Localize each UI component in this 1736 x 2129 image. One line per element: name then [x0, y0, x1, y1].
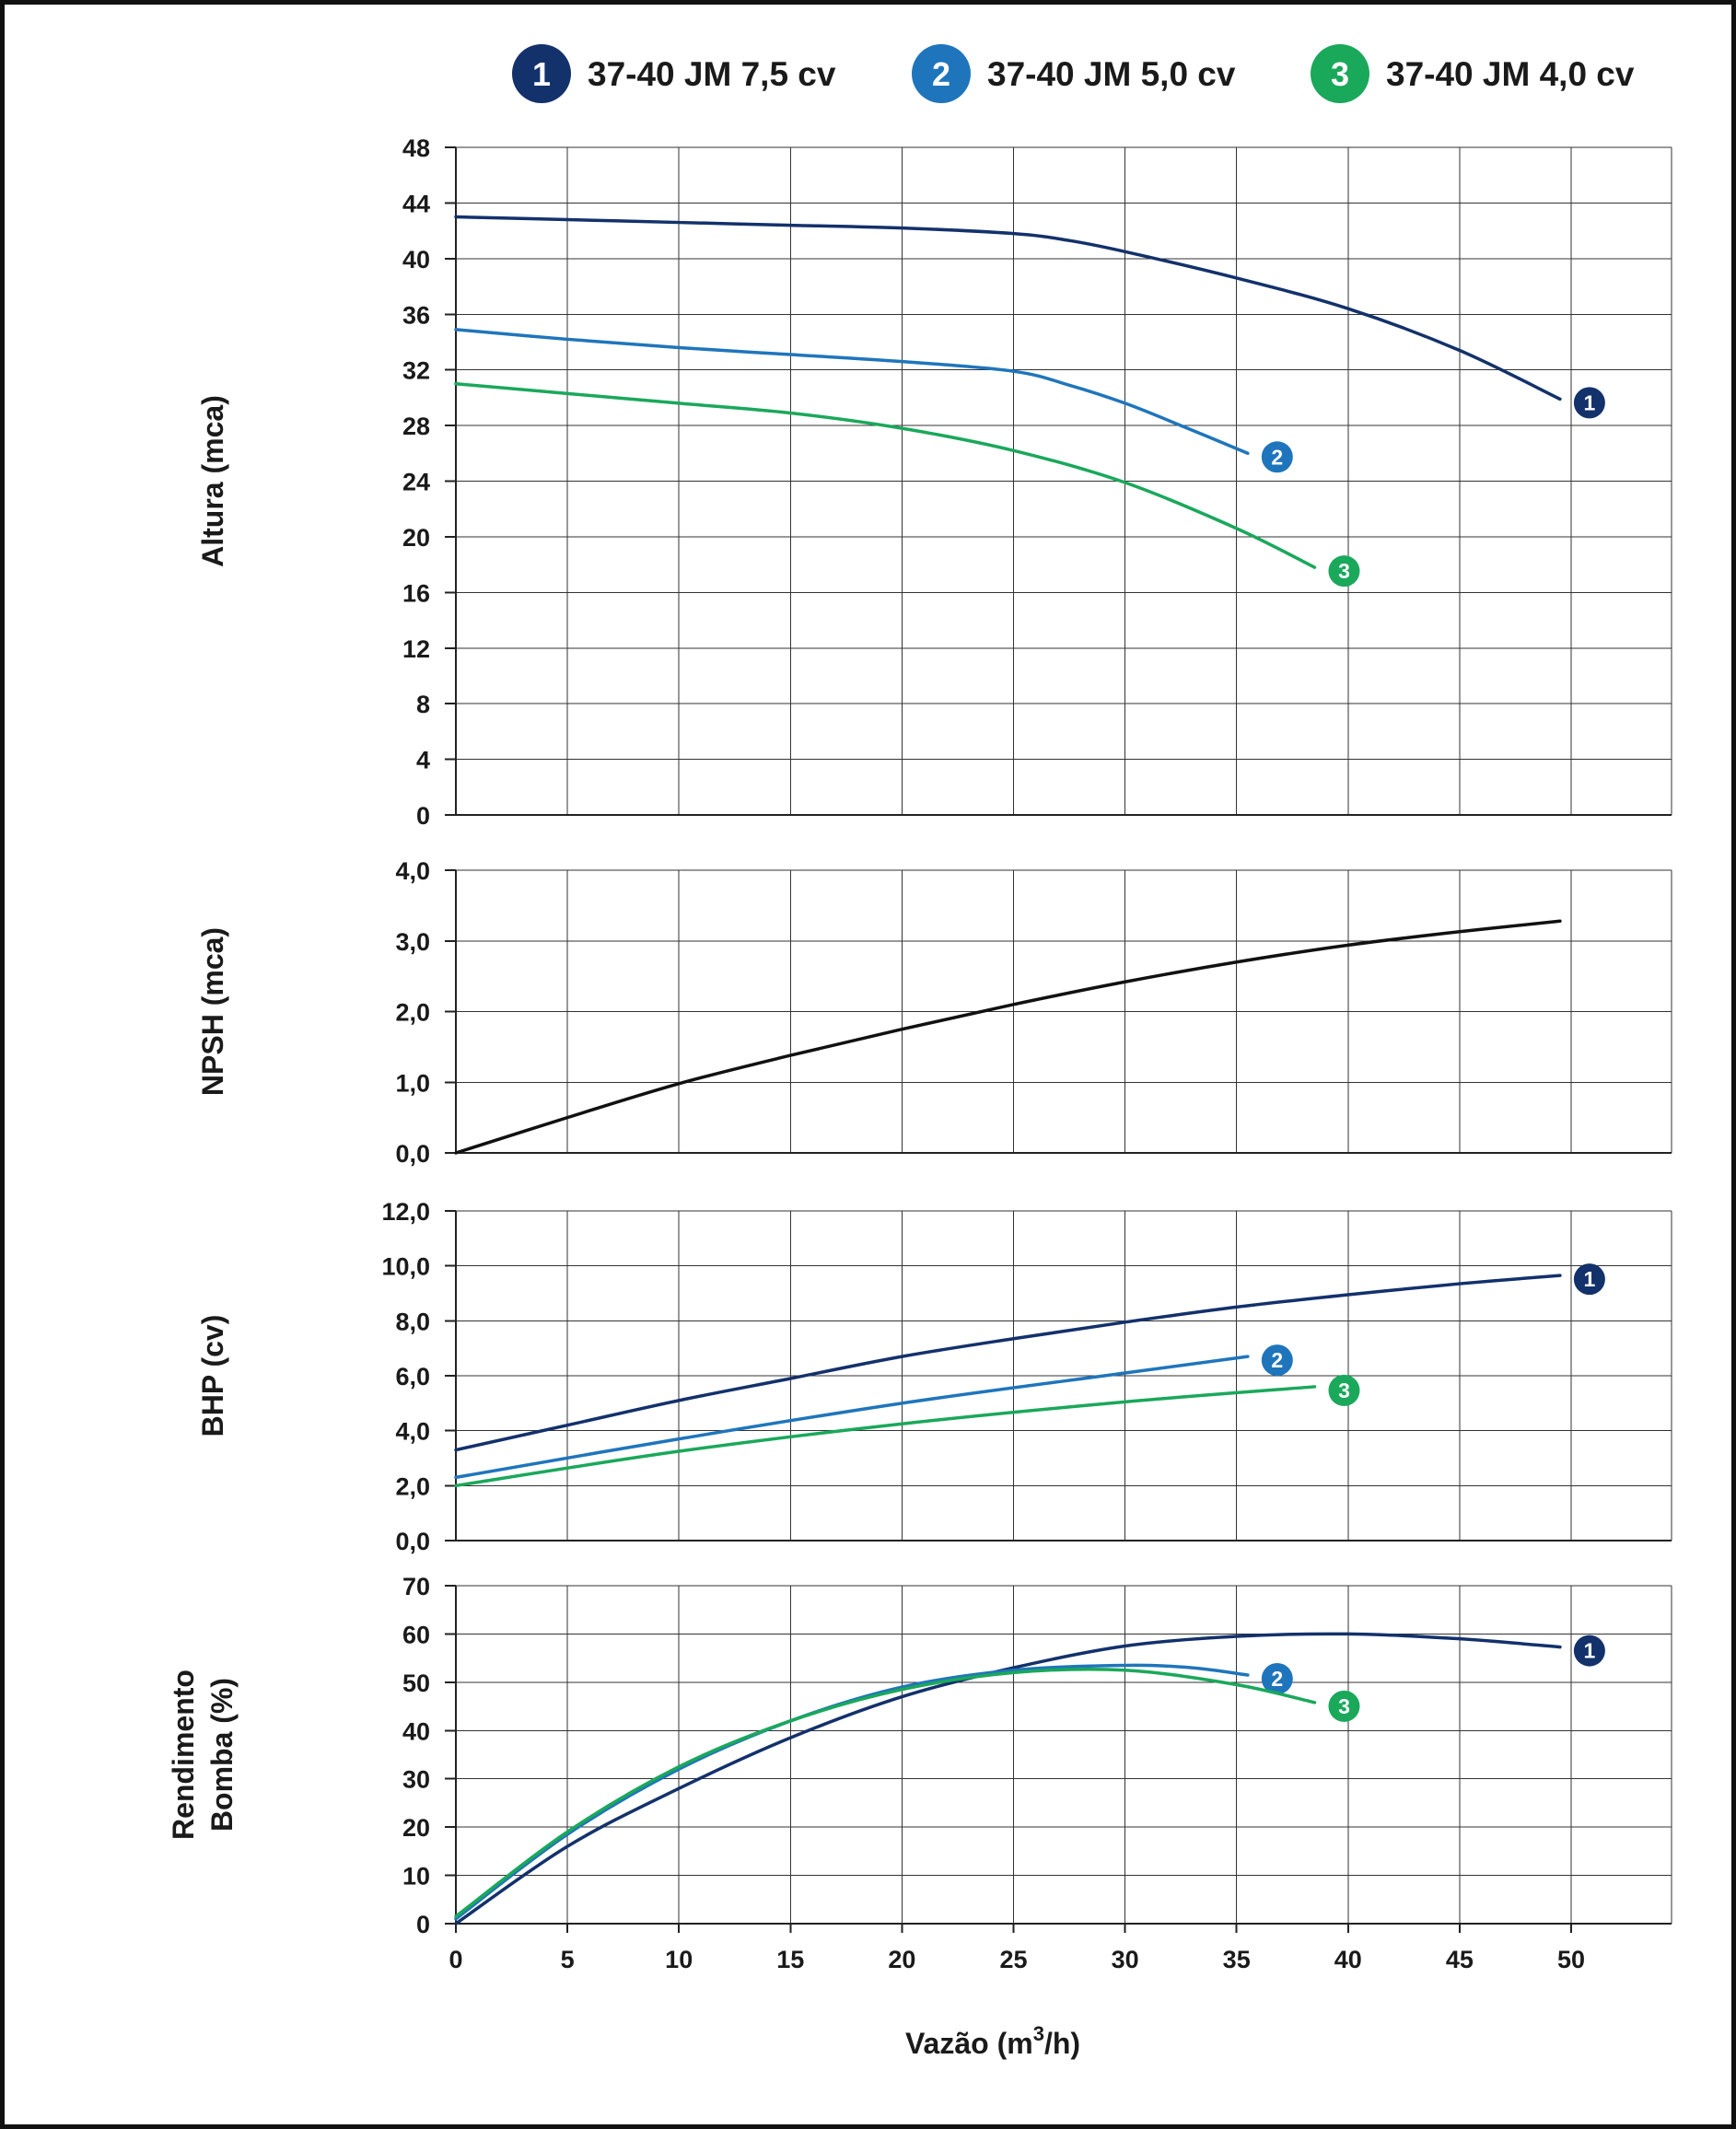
series-marker-label: 1	[1584, 1639, 1596, 1663]
y-tick-label: 0	[416, 802, 430, 830]
y-tick-label: 44	[402, 190, 430, 217]
y-tick-label: 3,0	[395, 928, 430, 956]
y-tick-label: 50	[402, 1669, 430, 1697]
x-tick-label: 50	[1557, 1946, 1585, 1973]
y-tick-label: 32	[402, 357, 430, 385]
legend-marker-label: 1	[532, 55, 551, 93]
legend-label: 37-40 JM 7,5 cv	[588, 55, 836, 93]
legend-marker-label: 3	[1331, 55, 1349, 93]
x-tick-label: 0	[449, 1946, 462, 1973]
y-tick-label: 70	[402, 1573, 430, 1600]
y-tick-label: 4,0	[395, 857, 430, 885]
y-tick-label: 12	[402, 635, 430, 663]
y-tick-label: 1,0	[395, 1069, 430, 1097]
y-tick-label: 4	[416, 747, 430, 774]
series-marker-1	[1573, 1263, 1605, 1296]
y-tick-label: 20	[402, 524, 430, 552]
x-tick-label: 10	[665, 1946, 693, 1973]
x-tick-label: 15	[776, 1946, 804, 1973]
y-axis-title: Rendimento Bomba (%)	[167, 1669, 239, 1840]
series-marker-1	[1573, 387, 1605, 419]
x-tick-label: 25	[999, 1946, 1027, 1973]
series-marker-2	[1261, 1344, 1293, 1377]
series-line-2	[454, 328, 1250, 456]
y-tick-label: 8	[416, 691, 430, 718]
y-tick-label: 2,0	[395, 1472, 430, 1500]
series-line-3	[454, 1385, 1317, 1488]
y-tick-label: 40	[402, 1717, 430, 1745]
series-line-3	[454, 1667, 1317, 1918]
y-tick-label: 10,0	[381, 1253, 430, 1281]
series-marker-1	[1573, 1635, 1605, 1667]
series-line-1	[454, 1632, 1562, 1925]
y-tick-label: 24	[402, 469, 430, 496]
y-tick-label: 30	[402, 1766, 430, 1794]
y-axis-title: NPSH (mca)	[196, 927, 229, 1096]
series-line-1	[454, 215, 1562, 401]
series-marker-label: 1	[1584, 390, 1596, 414]
y-tick-label: 0,0	[395, 1528, 430, 1555]
y-tick-label: 6,0	[395, 1363, 430, 1390]
series-line-2	[454, 1663, 1250, 1921]
legend-marker	[512, 44, 571, 103]
legend-item-1: 1 37-40 JM 7,5 cv	[512, 44, 836, 103]
legend-marker	[1311, 44, 1369, 103]
y-tick-label: 0,0	[395, 1140, 430, 1168]
x-tick-label: 30	[1112, 1946, 1139, 1973]
x-tick-label: 40	[1334, 1946, 1362, 1973]
series-marker-3	[1328, 1690, 1360, 1722]
legend-marker	[912, 44, 971, 103]
legend-label: 37-40 JM 5,0 cv	[987, 55, 1236, 93]
y-tick-label: 12,0	[381, 1198, 430, 1226]
series-line-3	[454, 382, 1317, 569]
y-tick-label: 36	[402, 301, 430, 329]
y-tick-label: 20	[402, 1814, 430, 1842]
legend: 1 37-40 JM 7,5 cv 2 37-40 JM 5,0 cv 3 37-40 J…	[512, 44, 1635, 103]
y-tick-label: 4,0	[395, 1418, 430, 1446]
y-axis-title: BHP (cv)	[196, 1315, 229, 1437]
y-axis-title: Altura (mca)	[196, 395, 229, 567]
y-tick-label: 48	[402, 134, 430, 162]
legend-item-2: 2 37-40 JM 5,0 cv	[912, 44, 1236, 103]
series-line-npsh	[454, 919, 1562, 1155]
series-marker-2	[1261, 1662, 1293, 1694]
panel-4: 0 10 20 30 40 50 60 70 Rendimento Bomba (%) 1 2 3	[167, 1573, 1672, 1938]
legend-item-3: 3 37-40 JM 4,0 cv	[1311, 44, 1635, 103]
x-tick-label: 20	[888, 1946, 915, 1973]
x-axis-title: Vazão (m3/h)	[905, 2022, 1080, 2060]
y-tick-label: 16	[402, 579, 430, 607]
x-tick-label: 45	[1446, 1946, 1474, 1973]
series-marker-label: 2	[1271, 1667, 1283, 1691]
series-marker-label: 3	[1338, 559, 1350, 583]
series-marker-label: 3	[1338, 1694, 1350, 1718]
panel-2: 0,0 1,0 2,0 3,0 4,0 NPSH (mca)	[196, 857, 1672, 1168]
y-tick-label: 60	[402, 1621, 430, 1648]
series-marker-label: 2	[1271, 445, 1283, 469]
y-tick-label: 28	[402, 413, 430, 440]
series-marker-label: 1	[1584, 1267, 1596, 1291]
legend-label: 37-40 JM 4,0 cv	[1386, 55, 1635, 93]
series-marker-label: 2	[1271, 1348, 1283, 1372]
series-line-1	[454, 1274, 1562, 1452]
series-marker-label: 3	[1338, 1379, 1350, 1402]
series-marker-3	[1328, 1374, 1360, 1406]
y-tick-label: 8,0	[395, 1308, 430, 1335]
y-tick-label: 40	[402, 246, 430, 273]
panel-3: 0,0 2,0 4,0 6,0 8,0 10,0 12,0 BHP (cv) 1 2 3	[196, 1198, 1672, 1555]
y-tick-label: 2,0	[395, 999, 430, 1027]
legend-marker-label: 2	[932, 55, 950, 93]
series-marker-2	[1261, 441, 1293, 473]
series-marker-3	[1328, 555, 1360, 588]
y-tick-label: 10	[402, 1863, 430, 1891]
x-tick-label: 5	[561, 1946, 575, 1973]
series-line-2	[454, 1355, 1250, 1480]
y-tick-label: 0	[416, 1911, 430, 1938]
x-tick-label: 35	[1223, 1946, 1251, 1973]
